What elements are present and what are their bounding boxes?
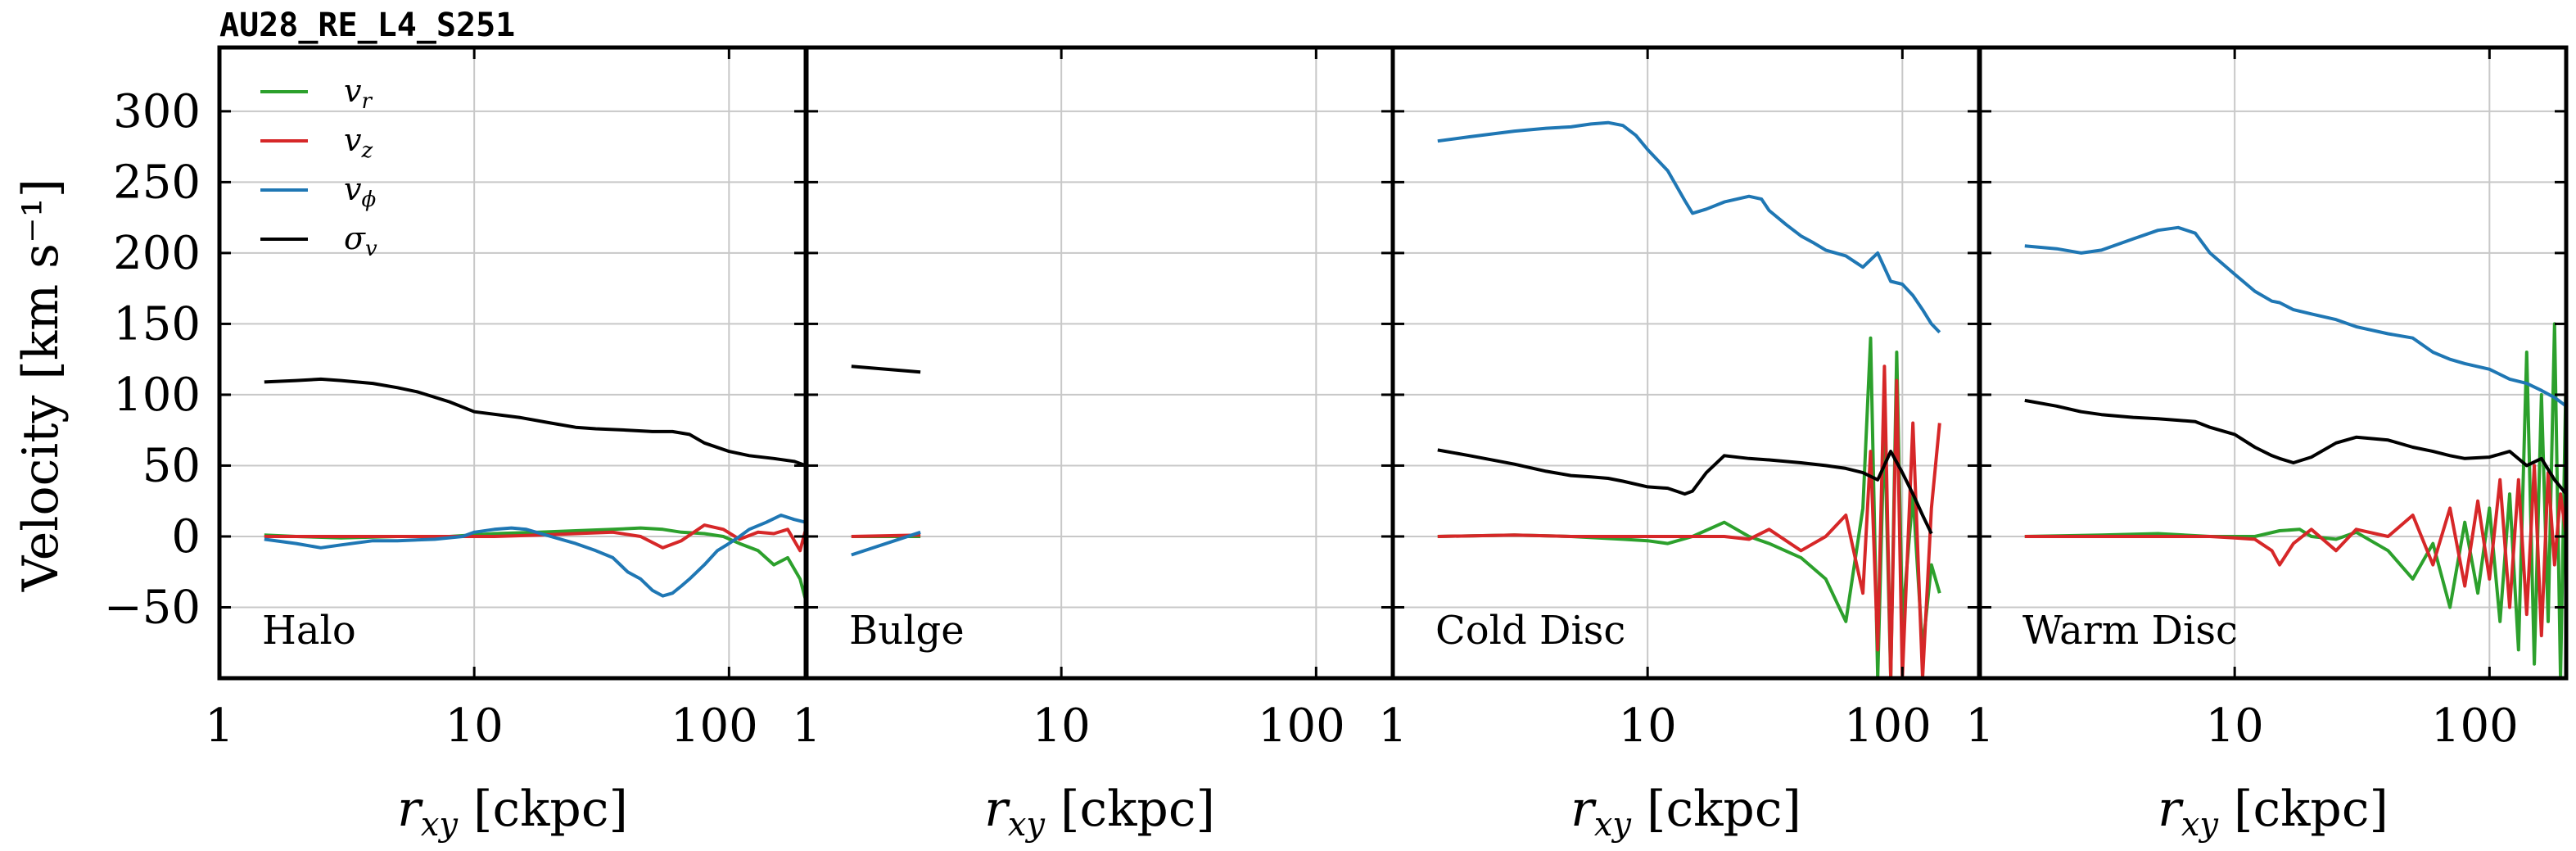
panel-bulge: 1 10 100 rxy [ckpc] Bulge xyxy=(792,45,1395,844)
series-line-sigma-v xyxy=(264,377,806,468)
x-tick-label: 1 xyxy=(792,699,821,753)
panel-cold-disc: 1 10 100 rxy [ckpc] Cold Disc xyxy=(1378,45,1982,844)
x-tick-label: 100 xyxy=(671,699,758,753)
legend-label: vr xyxy=(344,73,373,114)
x-axis-title: rxy [ckpc] xyxy=(984,781,1215,844)
panel-frame xyxy=(804,45,1395,681)
y-tick-label: 250 xyxy=(113,156,201,209)
legend: vr vz vϕ σv xyxy=(260,73,377,261)
series-group xyxy=(851,364,921,557)
series-line-v-z xyxy=(2024,464,2566,638)
x-tick-label: 10 xyxy=(1619,699,1677,753)
y-tick-label: 100 xyxy=(113,369,201,422)
x-tick-label: 100 xyxy=(2431,699,2519,753)
figure-title: AU28_RE_L4_S251 xyxy=(219,7,515,44)
x-axis-title: rxy [ckpc] xyxy=(2158,781,2388,844)
series-line-v-phi xyxy=(851,530,921,557)
x-tick-label: 10 xyxy=(2206,699,2264,753)
series-line-v-r xyxy=(2024,322,2566,678)
x-tick-label: 1 xyxy=(1378,699,1408,753)
x-tick-label: 10 xyxy=(445,699,504,753)
y-tick-label: 200 xyxy=(113,227,201,280)
y-tick-label: 0 xyxy=(171,510,201,564)
series-group xyxy=(2024,225,2566,678)
panel-label: Cold Disc xyxy=(1435,608,1625,654)
legend-label: σv xyxy=(344,220,377,261)
series-line-sigma-v xyxy=(2024,398,2566,496)
series-line-v-z xyxy=(264,523,806,553)
series-line-v-phi xyxy=(1437,120,1941,334)
series-line-sigma-v xyxy=(851,364,921,374)
series-group xyxy=(264,377,806,601)
panel-label: Halo xyxy=(262,608,356,654)
y-tick-labels: −50 0 50 100 150 200 250 300 xyxy=(104,85,201,635)
legend-label: vϕ xyxy=(344,171,376,212)
x-axis-title: rxy [ckpc] xyxy=(1570,781,1801,844)
x-axis-title: rxy [ckpc] xyxy=(397,781,628,844)
x-tick-label: 100 xyxy=(1844,699,1932,753)
series-line-v-r xyxy=(264,526,806,601)
panel-halo: 1 10 100 rxy [ckpc] Halo xyxy=(205,45,808,844)
y-tick-label: 50 xyxy=(142,439,201,492)
y-tick-label: 300 xyxy=(113,85,201,138)
panel-label: Warm Disc xyxy=(2022,608,2238,654)
series-line-v-phi xyxy=(264,514,806,598)
y-axis-title: Velocity [km s⁻¹] xyxy=(12,179,70,592)
series-line-v-z xyxy=(1437,364,1941,678)
x-tick-label: 1 xyxy=(205,699,234,753)
series-line-v-phi xyxy=(2024,225,2566,408)
x-tick-label: 100 xyxy=(1258,699,1345,753)
panel-frame xyxy=(1977,45,2569,681)
series-line-sigma-v xyxy=(1437,448,1933,535)
legend-label: vz xyxy=(344,122,373,163)
y-tick-label: −50 xyxy=(104,581,201,634)
x-tick-label: 1 xyxy=(1965,699,1995,753)
y-tick-label: 150 xyxy=(113,297,201,351)
series-group xyxy=(1437,120,1941,678)
panel-label: Bulge xyxy=(849,608,965,654)
panel-warm-disc: 1 10 100 rxy [ckpc] Warm Disc xyxy=(1965,45,2569,844)
x-tick-label: 10 xyxy=(1033,699,1091,753)
